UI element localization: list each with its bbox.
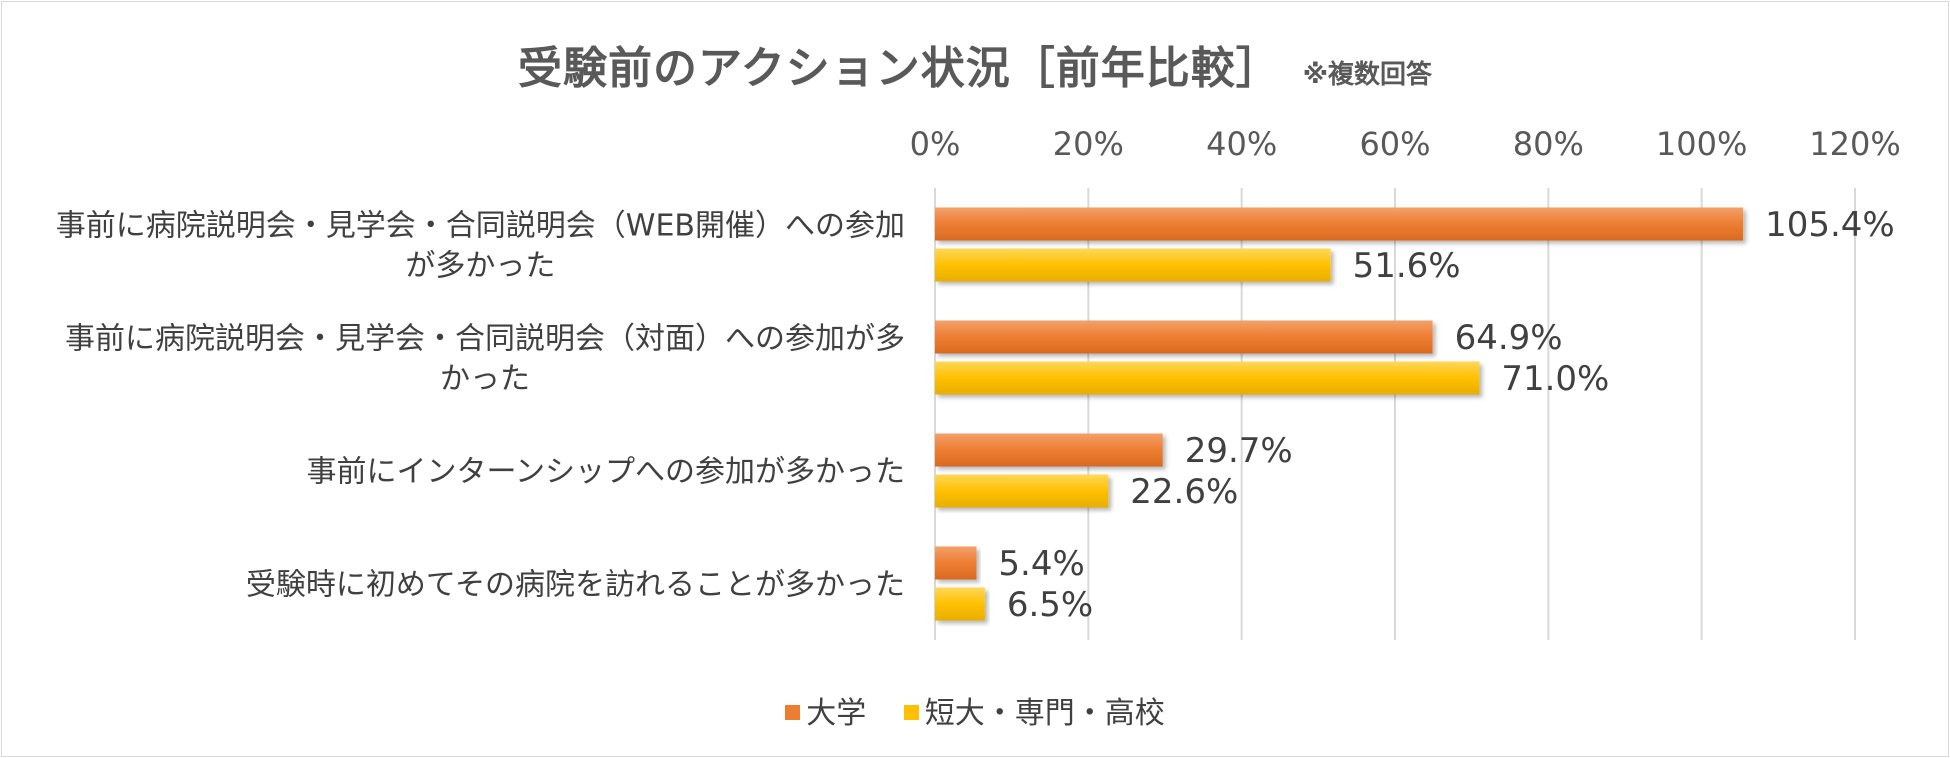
category-label: かった xyxy=(440,362,530,397)
data-label: 29.7% xyxy=(1185,431,1293,471)
title-row: 受験前のアクション状況［前年比較］ ※複数回答 xyxy=(0,32,1950,96)
bar xyxy=(935,248,1331,282)
data-label: 64.9% xyxy=(1455,318,1563,358)
bar xyxy=(935,320,1433,354)
bar xyxy=(935,546,977,580)
bar xyxy=(935,361,1480,395)
legend-label-junior-college: 短大・専門・高校 xyxy=(924,696,1165,731)
x-tick-label: 60% xyxy=(1359,125,1430,163)
category-label: が多かった xyxy=(405,249,555,284)
category-label: 受験時に初めてその病院を訪れることが多かった xyxy=(246,568,905,603)
legend-swatch-university xyxy=(785,705,801,720)
legend-item-junior-college: 短大・専門・高校 xyxy=(903,688,1165,732)
category-labels: 事前に病院説明会・見学会・合同説明会（WEB開催）への参加が多かった事前に病院説… xyxy=(56,209,905,603)
x-tick-label: 120% xyxy=(1809,125,1900,163)
bars xyxy=(935,207,1744,621)
bar xyxy=(935,433,1163,467)
x-tick-label: 20% xyxy=(1053,125,1124,163)
legend-item-university: 大学 xyxy=(785,688,866,732)
category-label: 事前に病院説明会・見学会・合同説明会（WEB開催）への参加 xyxy=(56,209,905,244)
x-tick-label: 0% xyxy=(910,125,961,163)
data-label: 22.6% xyxy=(1130,472,1238,512)
legend-label-university: 大学 xyxy=(806,696,867,731)
data-label: 51.6% xyxy=(1353,246,1461,286)
legend: 大学 短大・専門・高校 xyxy=(0,688,1950,732)
category-label: 事前に病院説明会・見学会・合同説明会（対面）への参加が多 xyxy=(65,322,905,357)
bar xyxy=(935,474,1109,508)
x-tick-label: 100% xyxy=(1656,125,1747,163)
bar xyxy=(935,207,1744,241)
x-axis-ticks: 0% 20% 40% 60% 80% 100% 120% xyxy=(910,125,1901,163)
bar xyxy=(935,587,985,621)
chart-title: 受験前のアクション状況［前年比較］ xyxy=(517,43,1281,94)
x-tick-label: 80% xyxy=(1513,125,1584,163)
data-label: 6.5% xyxy=(1007,585,1093,625)
chart-subtitle: ※複数回答 xyxy=(1302,60,1433,90)
legend-swatch-junior-college xyxy=(903,705,919,720)
data-label: 105.4% xyxy=(1765,205,1895,245)
data-labels: 105.4% 64.9% 29.7% 5.4% 51.6% 71.0% 22.6% 6.5% xyxy=(998,205,1894,625)
x-tick-label: 40% xyxy=(1206,125,1277,163)
category-label: 事前にインターンシップへの参加が多かった xyxy=(307,455,906,490)
data-label: 5.4% xyxy=(998,544,1084,584)
data-label: 71.0% xyxy=(1501,359,1609,399)
